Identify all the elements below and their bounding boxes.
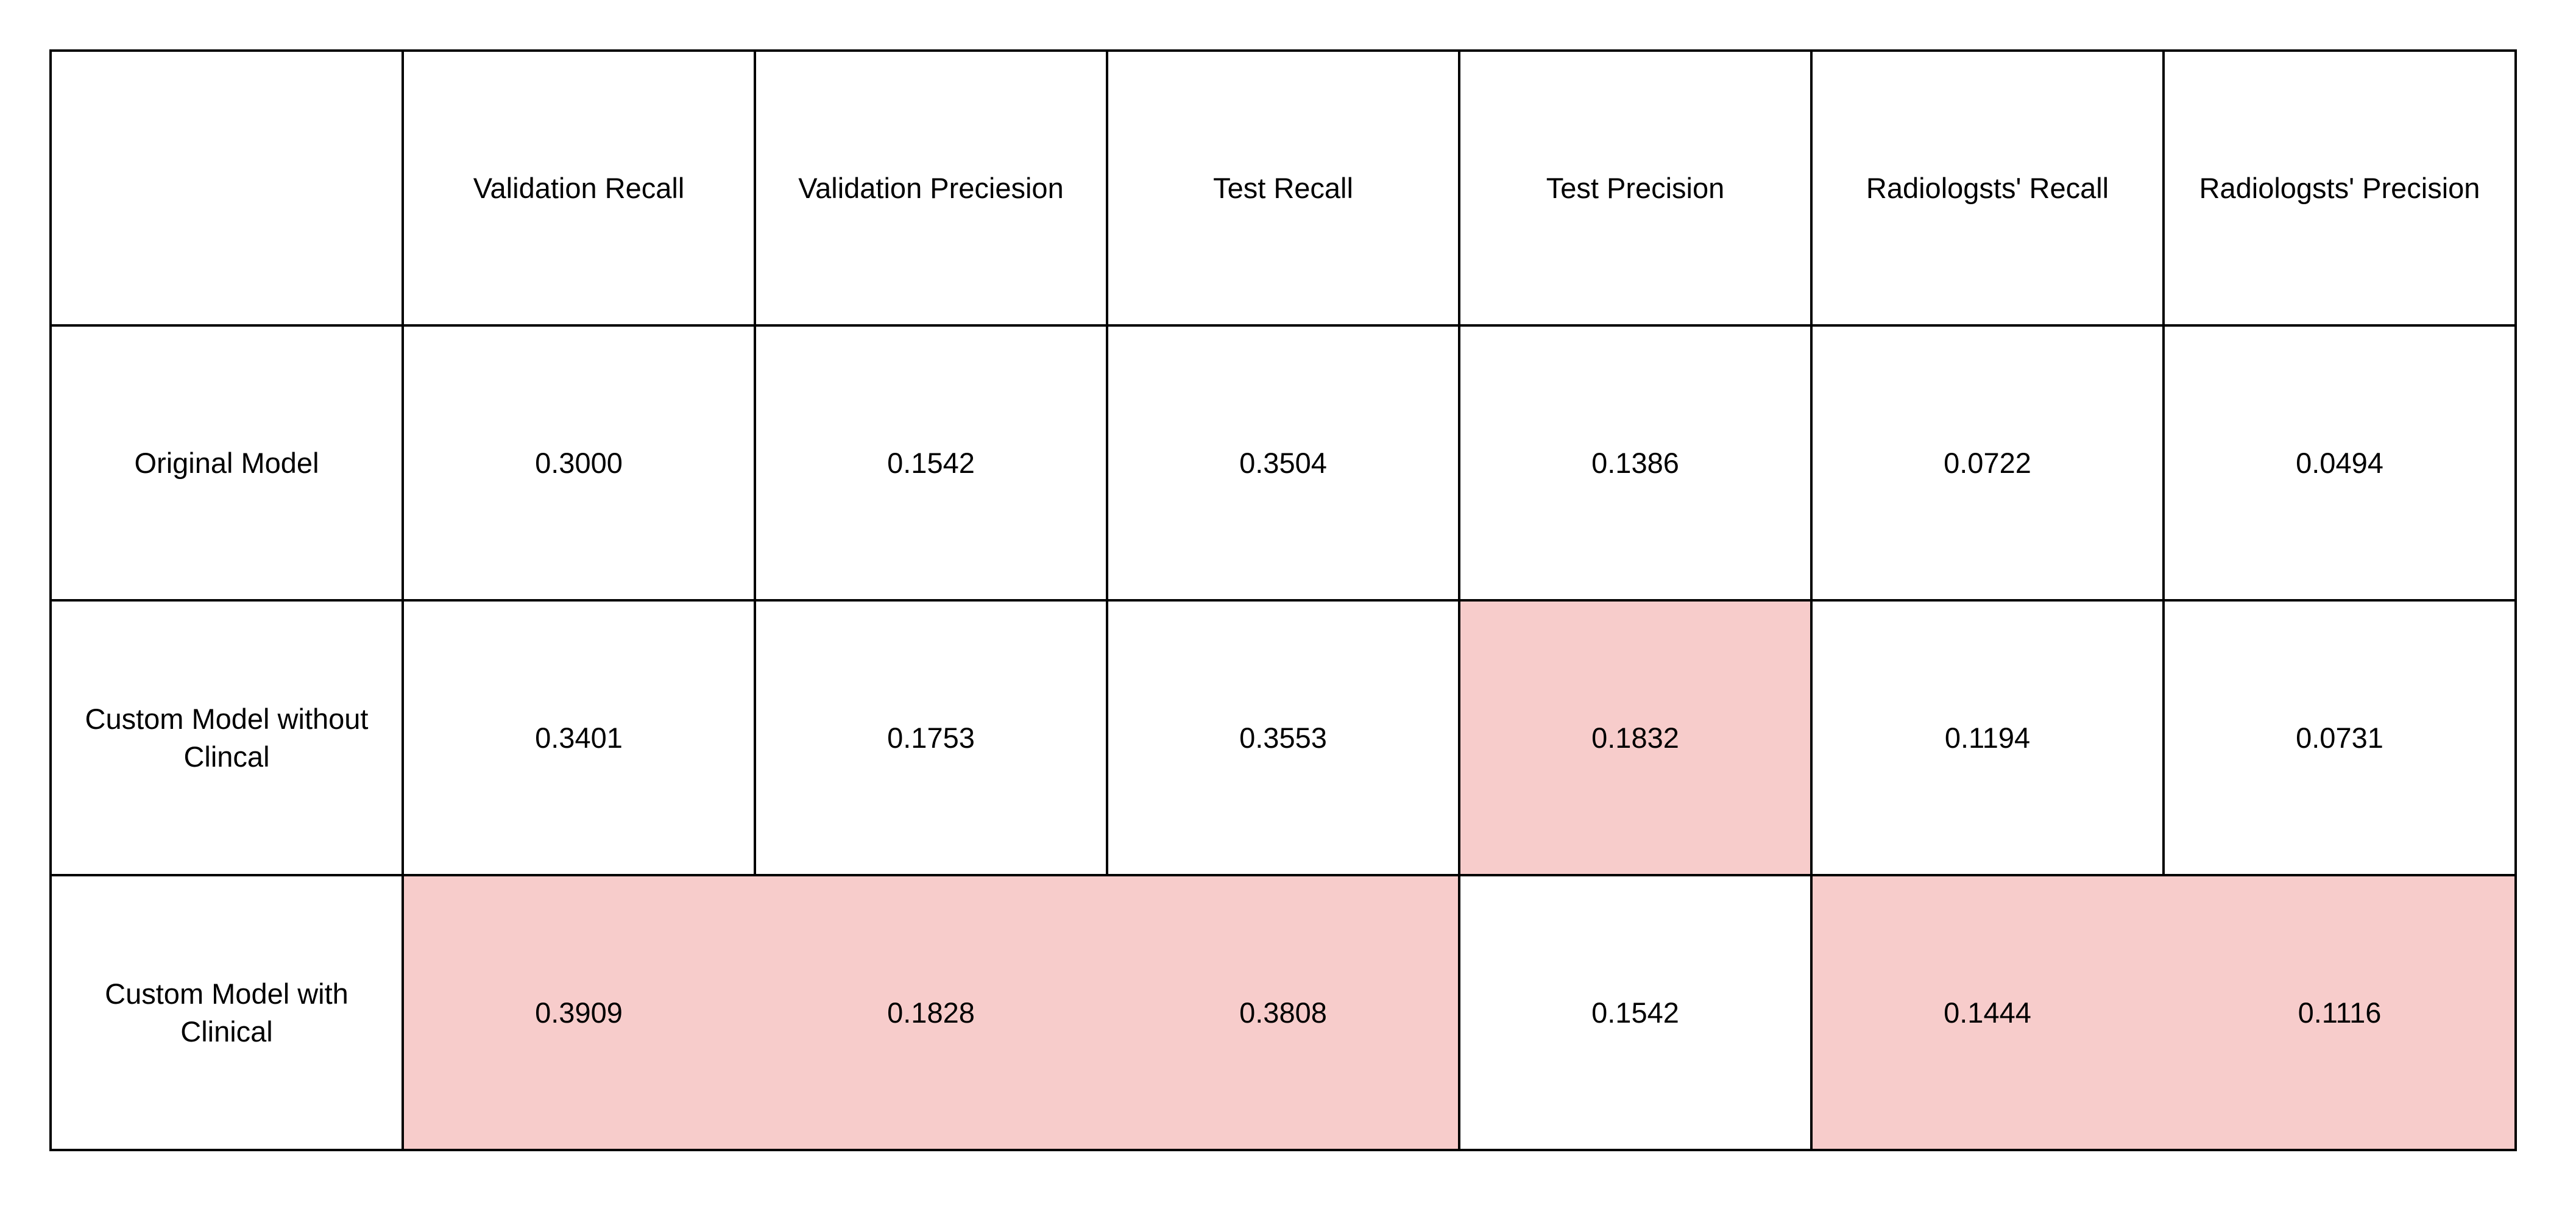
corner-cell <box>49 49 404 327</box>
value-cell: 0.1194 <box>1810 599 2165 876</box>
column-header: Test Precision <box>1458 49 1813 327</box>
header-row: Validation Recall Validation Preciesion Te… <box>49 49 2517 327</box>
value-cell: 0.1444 <box>1810 874 2165 1151</box>
table-row: Original Model 0.3000 0.1542 0.3504 0.1386 0.… <box>49 324 2517 602</box>
table-row: Custom Model without Clincal 0.3401 0.1753… <box>49 599 2517 876</box>
value-cell: 0.0731 <box>2162 599 2517 876</box>
row-label: Original Model <box>49 324 404 602</box>
value-cell: 0.0722 <box>1810 324 2165 602</box>
value-cell: 0.1753 <box>754 599 1108 876</box>
value-cell: 0.1542 <box>1458 874 1813 1151</box>
value-cell: 0.3808 <box>1106 874 1460 1151</box>
value-cell: 0.3000 <box>402 324 756 602</box>
results-table: Validation Recall Validation Preciesion Te… <box>49 49 2517 1151</box>
column-header: Radiologsts' Precision <box>2162 49 2517 327</box>
row-label: Custom Model with Clinical <box>49 874 404 1151</box>
value-cell: 0.1832 <box>1458 599 1813 876</box>
value-cell: 0.1386 <box>1458 324 1813 602</box>
value-cell: 0.0494 <box>2162 324 2517 602</box>
value-cell: 0.1116 <box>2162 874 2517 1151</box>
table-row: Custom Model with Clinical 0.3909 0.1828 0.… <box>49 874 2517 1151</box>
value-cell: 0.3504 <box>1106 324 1460 602</box>
column-header: Radiologsts' Recall <box>1810 49 2165 327</box>
value-cell: 0.3553 <box>1106 599 1460 876</box>
column-header: Validation Recall <box>402 49 756 327</box>
column-header: Test Recall <box>1106 49 1460 327</box>
value-cell: 0.3909 <box>402 874 756 1151</box>
column-header: Validation Preciesion <box>754 49 1108 327</box>
row-label: Custom Model without Clincal <box>49 599 404 876</box>
value-cell: 0.3401 <box>402 599 756 876</box>
value-cell: 0.1828 <box>754 874 1108 1151</box>
value-cell: 0.1542 <box>754 324 1108 602</box>
